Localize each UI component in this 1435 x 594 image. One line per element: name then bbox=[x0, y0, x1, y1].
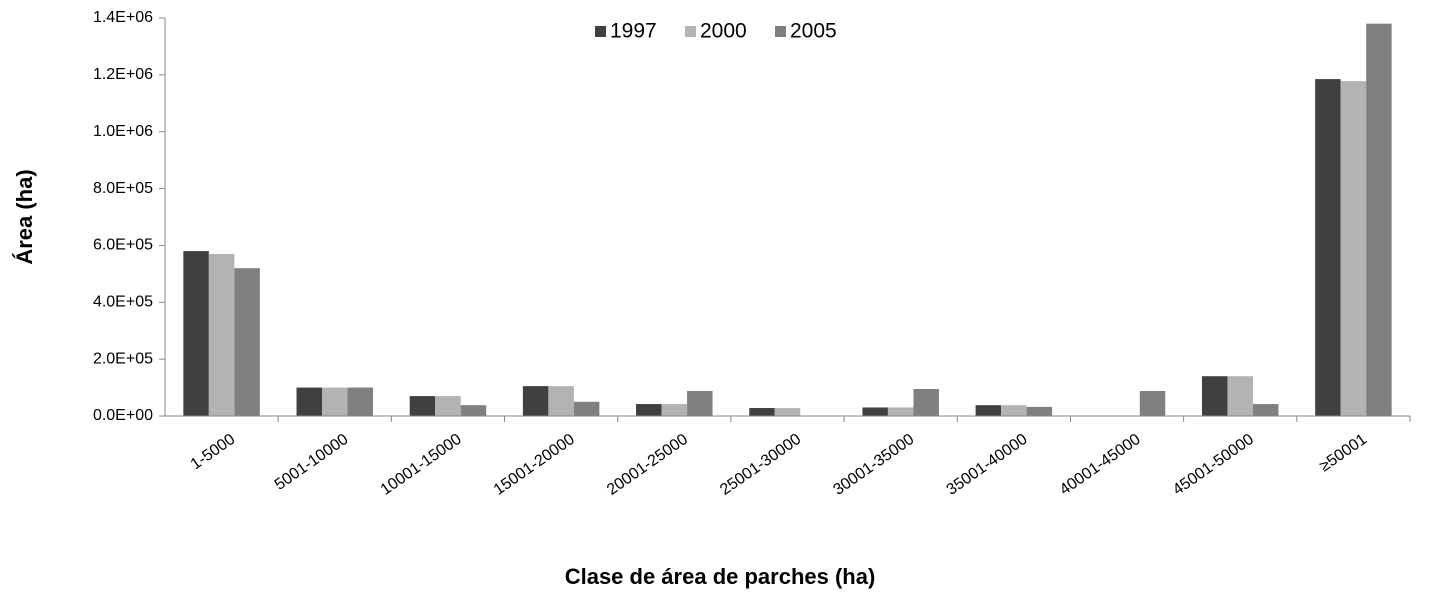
legend-swatch bbox=[775, 26, 786, 37]
bar bbox=[296, 387, 323, 416]
y-tick-label: 1.4E+06 bbox=[93, 9, 153, 26]
bar bbox=[573, 401, 600, 416]
x-tick-label: 30001-35000 bbox=[830, 431, 917, 499]
x-tick-label: 15001-20000 bbox=[491, 431, 578, 499]
bar bbox=[1315, 79, 1341, 416]
bar bbox=[460, 405, 487, 416]
bar bbox=[1227, 376, 1253, 416]
bar bbox=[322, 387, 348, 416]
y-axis-title: Área (ha) bbox=[12, 169, 37, 264]
bar bbox=[661, 404, 688, 416]
bar bbox=[1252, 404, 1279, 416]
legend-swatch bbox=[685, 26, 696, 37]
x-tick-label: 25001-30000 bbox=[717, 431, 804, 499]
bar bbox=[347, 387, 374, 416]
legend-swatch bbox=[595, 26, 606, 37]
bar bbox=[183, 251, 209, 416]
x-tick-label: 40001-45000 bbox=[1057, 431, 1144, 499]
bar bbox=[774, 408, 801, 416]
bar bbox=[913, 388, 939, 416]
bar bbox=[1366, 23, 1392, 416]
bar bbox=[208, 253, 235, 416]
bar bbox=[862, 407, 888, 416]
y-tick-label: 8.0E+05 bbox=[93, 180, 153, 197]
x-tick-label: 10001-15000 bbox=[378, 431, 465, 499]
legend-label: 1997 bbox=[610, 20, 657, 43]
bar bbox=[1001, 405, 1027, 416]
bar bbox=[1026, 406, 1053, 416]
y-tick-label: 6.0E+05 bbox=[93, 237, 153, 254]
x-tick-label: ≥50001 bbox=[1317, 431, 1370, 476]
bar bbox=[1139, 390, 1166, 416]
bar bbox=[1340, 81, 1367, 417]
bar bbox=[1201, 376, 1228, 416]
bar bbox=[522, 386, 549, 416]
y-tick-label: 4.0E+05 bbox=[93, 294, 153, 311]
bar bbox=[887, 407, 914, 416]
y-tick-label: 2.0E+05 bbox=[93, 350, 153, 367]
bar bbox=[409, 396, 436, 416]
bar bbox=[636, 404, 662, 416]
x-tick-label: 1-5000 bbox=[188, 431, 239, 474]
x-tick-label: 5001-10000 bbox=[272, 431, 352, 494]
x-axis-title: Clase de área de parches (ha) bbox=[565, 564, 876, 589]
legend-label: 2000 bbox=[700, 20, 747, 43]
x-tick-label: 45001-50000 bbox=[1170, 431, 1257, 499]
bar bbox=[435, 396, 461, 416]
x-tick-label: 35001-40000 bbox=[944, 431, 1031, 499]
y-tick-label: 0.0E+00 bbox=[93, 407, 153, 424]
bar bbox=[234, 268, 260, 416]
x-tick-label: 20001-25000 bbox=[604, 431, 691, 499]
y-tick-label: 1.2E+06 bbox=[93, 66, 153, 83]
legend-label: 2005 bbox=[790, 20, 837, 43]
bar bbox=[548, 386, 574, 416]
y-tick-label: 1.0E+06 bbox=[93, 123, 153, 140]
bar bbox=[749, 408, 775, 416]
bar bbox=[687, 390, 713, 416]
bar bbox=[975, 405, 1002, 416]
